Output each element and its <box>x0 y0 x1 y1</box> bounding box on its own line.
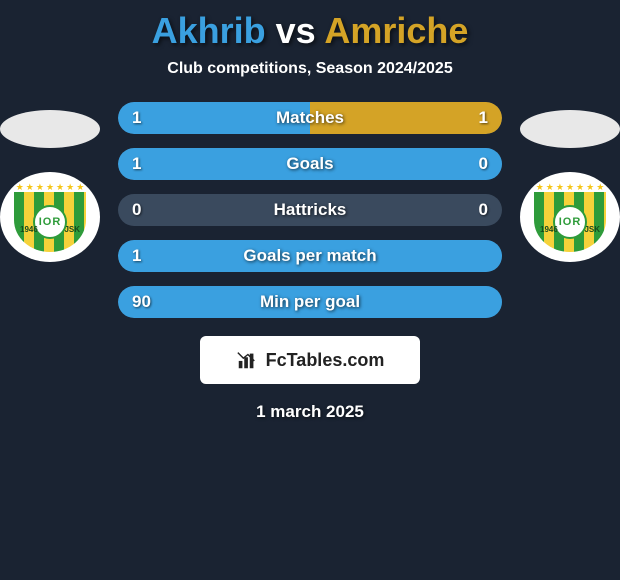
badge-code: JSK <box>584 225 600 234</box>
right-column: ★★★★★★★ 1946 IOR JSK <box>520 110 620 262</box>
stat-label: Hattricks <box>274 200 347 220</box>
player-photo-left <box>0 110 100 148</box>
badge-shield: 1946 IOR JSK <box>534 192 606 252</box>
title-player-left: Akhrib <box>152 10 266 51</box>
stat-value-left: 0 <box>132 200 141 220</box>
subtitle: Club competitions, Season 2024/2025 <box>0 60 620 78</box>
stat-row: 0 Hattricks 0 <box>118 194 502 226</box>
page-title: Akhrib vs Amriche <box>0 10 620 52</box>
badge-year: 1946 <box>20 225 38 234</box>
stat-value-left: 1 <box>132 108 141 128</box>
badge-monogram: IOR <box>553 205 587 239</box>
stat-value-left: 1 <box>132 154 141 174</box>
stat-value-right: 0 <box>479 200 488 220</box>
club-badge-right: ★★★★★★★ 1946 IOR JSK <box>520 172 620 262</box>
footer-date: 1 march 2025 <box>0 402 620 422</box>
stat-value-right: 0 <box>479 154 488 174</box>
bar-chart-icon <box>236 349 258 371</box>
stat-row: 90 Min per goal <box>118 286 502 318</box>
badge-year: 1946 <box>540 225 558 234</box>
brand-badge[interactable]: FcTables.com <box>200 336 420 384</box>
stat-value-right: 1 <box>479 108 488 128</box>
stat-row: 1 Matches 1 <box>118 102 502 134</box>
stats-column: 1 Matches 1 1 Goals 0 0 Hattricks 0 1 Goals per ma… <box>118 102 502 318</box>
stat-label: Matches <box>276 108 344 128</box>
stat-row: 1 Goals 0 <box>118 148 502 180</box>
title-vs: vs <box>276 10 316 51</box>
brand-text: FcTables.com <box>266 350 385 371</box>
badge-shield: 1946 IOR JSK <box>14 192 86 252</box>
stat-label: Goals <box>286 154 333 174</box>
badge-code: JSK <box>64 225 80 234</box>
stat-value-left: 1 <box>132 246 141 266</box>
stat-label: Goals per match <box>243 246 376 266</box>
title-player-right: Amriche <box>324 10 468 51</box>
main-row: ★★★★★★★ 1946 IOR JSK 1 Matches 1 1 Goals 0 0 Ha… <box>0 102 620 318</box>
player-photo-right <box>520 110 620 148</box>
club-badge-left: ★★★★★★★ 1946 IOR JSK <box>0 172 100 262</box>
stat-row: 1 Goals per match <box>118 240 502 272</box>
left-column: ★★★★★★★ 1946 IOR JSK <box>0 110 100 262</box>
stat-value-left: 90 <box>132 292 151 312</box>
comparison-card: Akhrib vs Amriche Club competitions, Sea… <box>0 0 620 422</box>
badge-monogram: IOR <box>33 205 67 239</box>
stat-label: Min per goal <box>260 292 360 312</box>
